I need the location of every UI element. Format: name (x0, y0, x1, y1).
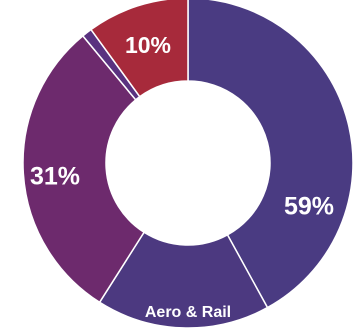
slice-label-1: Aero & Rail (145, 304, 231, 321)
slice-label-4: 10% (125, 32, 171, 58)
donut-hole (106, 81, 270, 245)
labels-group: 59% Aero & Rail 31% 10% (30, 32, 334, 321)
slice-label-0: 59% (284, 193, 334, 221)
slices-group (22, 0, 354, 329)
slice-label-2: 31% (30, 163, 80, 191)
